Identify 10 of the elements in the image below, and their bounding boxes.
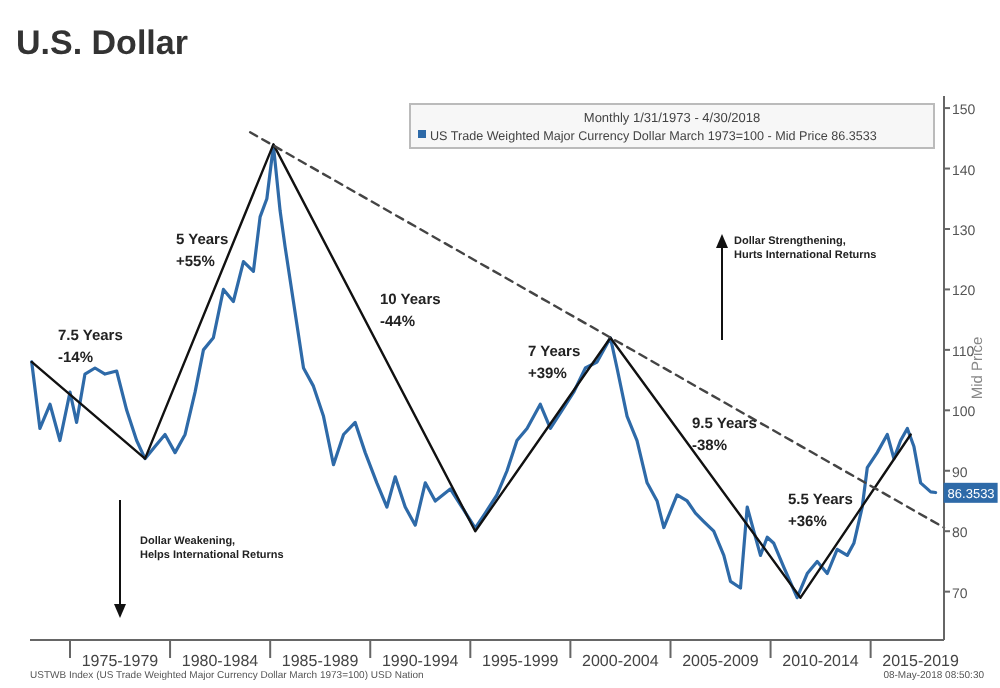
x-tick-label: 2000-2004 [582,652,660,670]
chart-title: U.S. Dollar [16,24,189,62]
x-tick-label: 2005-2009 [682,652,760,670]
x-tick-label: 1995-1999 [482,652,560,670]
x-tick-label: 2015-2019 [882,652,960,670]
x-tick-label: 2010-2014 [782,652,860,670]
x-tick-label: 1980-1984 [181,652,260,670]
x-tick-label: 1990-1994 [381,652,460,670]
x-tick-label: 1975-1979 [81,652,160,670]
x-tick-label: 1985-1989 [281,652,360,670]
